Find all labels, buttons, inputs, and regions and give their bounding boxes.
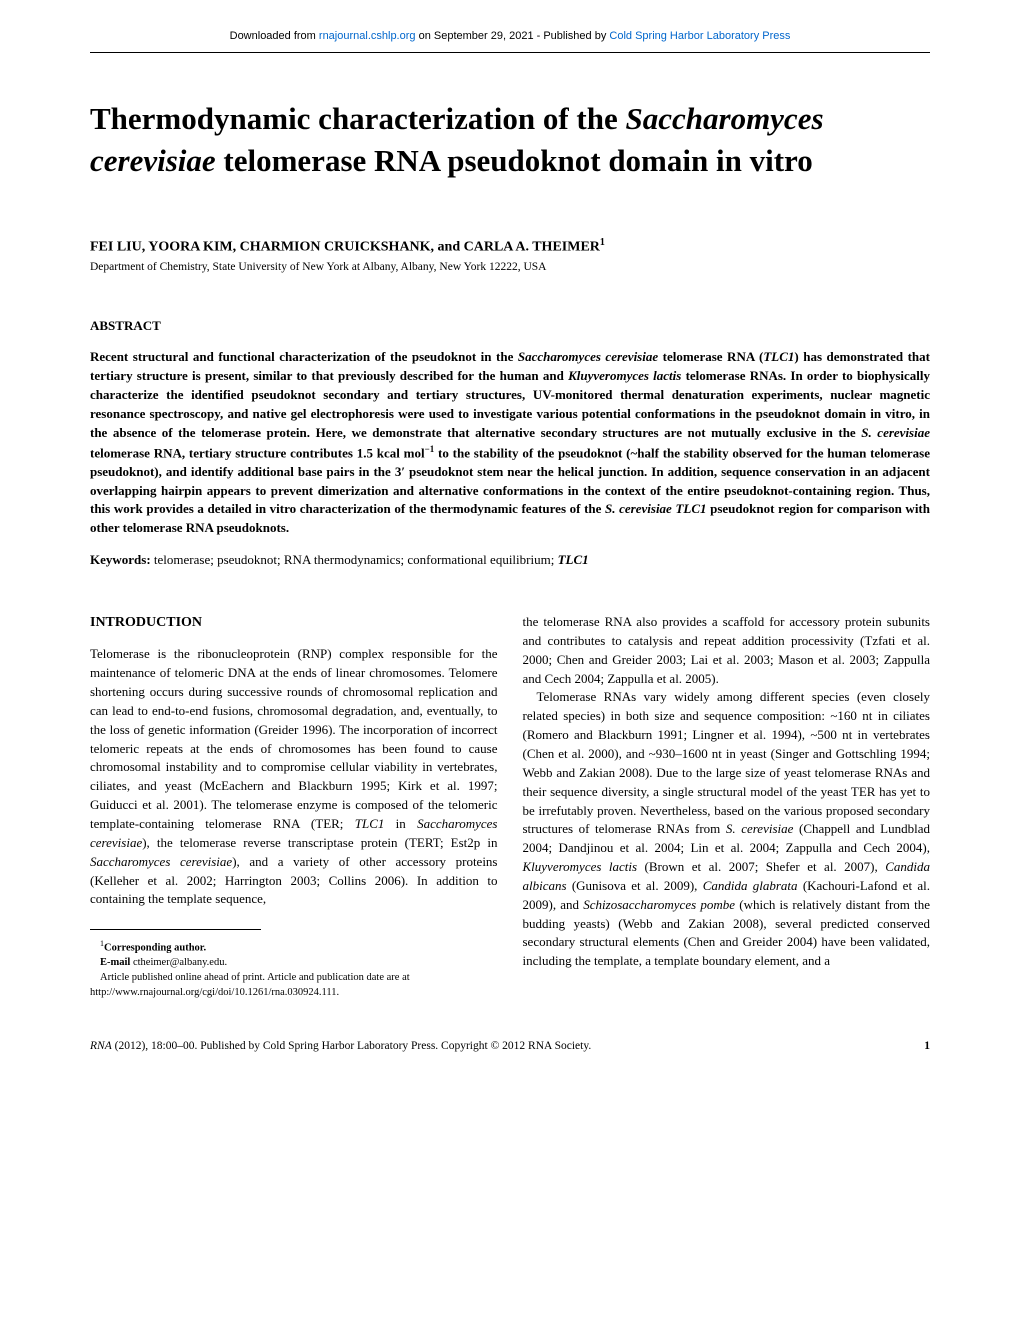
right-column: the telomerase RNA also provides a scaff… xyxy=(523,613,931,1000)
abstract-heading: ABSTRACT xyxy=(90,318,930,334)
body-columns: INTRODUCTION Telomerase is the ribonucle… xyxy=(90,613,930,1000)
footnote-divider xyxy=(90,929,261,930)
col2-paragraph-2: Telomerase RNAs vary widely among differ… xyxy=(523,688,931,971)
email-label: E-mail xyxy=(100,957,133,968)
banner-prefix: Downloaded from xyxy=(230,30,319,42)
authors-names: FEI LIU, YOORA KIM, CHARMION CRUICKSHANK… xyxy=(90,239,600,254)
download-banner: Downloaded from rnajournal.cshlp.org on … xyxy=(90,30,930,42)
banner-link-journal[interactable]: rnajournal.cshlp.org xyxy=(319,30,416,42)
article-publication-info: Article published online ahead of print.… xyxy=(90,971,498,1000)
left-column: INTRODUCTION Telomerase is the ribonucle… xyxy=(90,613,498,1000)
page-number: 1 xyxy=(924,1040,930,1052)
title-part2: telomerase RNA pseudoknot domain in vitr… xyxy=(216,143,813,178)
article-title: Thermodynamic characterization of the Sa… xyxy=(90,98,930,182)
abstract-text: Recent structural and functional charact… xyxy=(90,348,930,538)
authors-line: FEI LIU, YOORA KIM, CHARMION CRUICKSHANK… xyxy=(90,237,930,256)
intro-paragraph-1: Telomerase is the ribonucleoprotein (RNP… xyxy=(90,645,498,909)
page-footer: RNA (2012), 18:00–00. Published by Cold … xyxy=(90,1040,930,1052)
corresponding-author-label: Corresponding author. xyxy=(104,943,206,954)
page-container: Downloaded from rnajournal.cshlp.org on … xyxy=(0,0,1020,1092)
introduction-heading: INTRODUCTION xyxy=(90,613,498,633)
email-address: ctheimer@albany.edu. xyxy=(133,957,227,968)
affiliation-line: Department of Chemistry, State Universit… xyxy=(90,261,930,273)
banner-middle: on September 29, 2021 - Published by xyxy=(416,30,610,42)
author-affil-marker: 1 xyxy=(600,237,605,248)
footer-citation: RNA (2012), 18:00–00. Published by Cold … xyxy=(90,1040,591,1052)
keywords-italic: TLC1 xyxy=(558,552,589,567)
col2-paragraph-1: the telomerase RNA also provides a scaff… xyxy=(523,613,931,688)
keywords-label: Keywords: xyxy=(90,552,154,567)
keywords-text: telomerase; pseudoknot; RNA thermodynami… xyxy=(154,552,558,567)
keywords-line: Keywords: telomerase; pseudoknot; RNA th… xyxy=(90,552,930,568)
banner-link-press[interactable]: Cold Spring Harbor Laboratory Press xyxy=(609,30,790,42)
title-part1: Thermodynamic characterization of the xyxy=(90,101,626,136)
footnote-block: 1Corresponding author. E-mail ctheimer@a… xyxy=(90,938,498,1000)
top-divider xyxy=(90,52,930,53)
